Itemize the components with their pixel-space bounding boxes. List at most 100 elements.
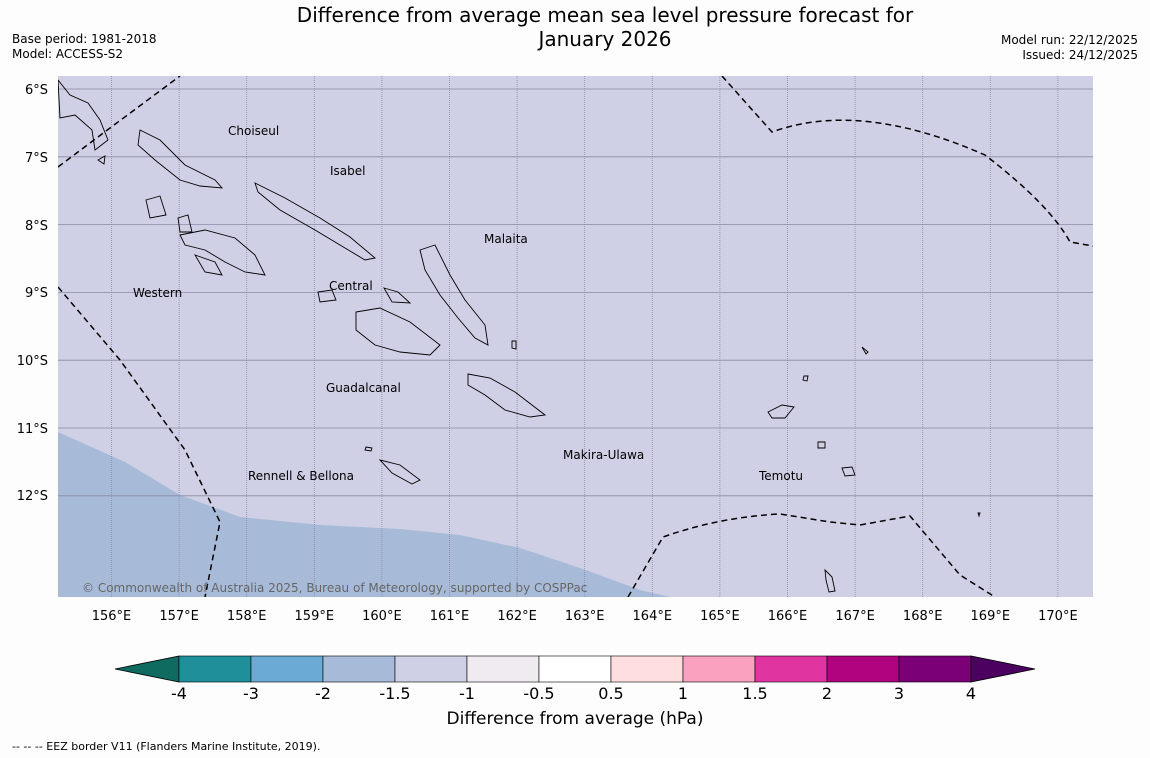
title-line-2: January 2026 (538, 27, 672, 51)
lon-label: 157°E (159, 609, 199, 624)
lat-label: 9°S (25, 286, 48, 301)
colorbar-segment (610, 655, 684, 683)
colorbar-extend-low (114, 655, 180, 683)
colorbar-tick-label: -1 (459, 684, 475, 703)
russell-islands-coast (383, 287, 412, 304)
duff-islands-coast (977, 512, 981, 518)
colorbar-segment (754, 655, 828, 683)
malaita-coast (419, 244, 489, 346)
shortland-coast (97, 155, 106, 165)
region-guadalcanal: Guadalcanal (326, 381, 401, 395)
lon-label: 162°E (497, 609, 537, 624)
region-western: Western (133, 286, 182, 300)
new-georgia-coast (179, 229, 266, 276)
lon-label: 169°E (971, 609, 1011, 624)
colorbar-segment (898, 655, 972, 683)
lat-label: 11°S (17, 422, 48, 437)
colorbar-tick-label: -3 (243, 684, 259, 703)
lat-label: 8°S (25, 219, 48, 234)
tikopia-coast (824, 568, 836, 593)
lon-label: 164°E (633, 609, 673, 624)
lat-label: 12°S (17, 489, 48, 504)
makira-coast (467, 373, 547, 418)
colorbar-tick-label: 4 (966, 684, 976, 703)
title-line-1: Difference from average mean sea level p… (296, 3, 914, 27)
colorbar: -4 -3 -2 -1.5 -1 -0.5 0.5 1 1.5 2 3 4 (114, 655, 1036, 703)
colorbar-segment (538, 655, 612, 683)
region-choiseul: Choiseul (228, 124, 279, 138)
ranongga-coast (177, 214, 193, 233)
sikaiana-coast (511, 340, 517, 350)
copyright-note: © Commonwealth of Australia 2025, Bureau… (82, 581, 587, 595)
vanikoro-coast (841, 466, 856, 477)
choiseul-coast (137, 129, 224, 189)
ontong-java-coast (861, 346, 869, 355)
colorbar-tick-label: 2 (822, 684, 832, 703)
region-temotu: Temotu (758, 469, 803, 483)
graticule (58, 76, 1093, 597)
base-period: Base period: 1981-2018 (12, 32, 157, 46)
region-isabel: Isabel (330, 164, 365, 178)
eez-legend-note: -- -- -- EEZ border V11 (Flanders Marine… (12, 740, 321, 753)
colorbar-segment (178, 655, 252, 683)
colorbar-tick-label: 1.5 (742, 684, 767, 703)
bougainville-coast (58, 79, 109, 151)
rendova-coast (193, 254, 223, 276)
lon-label: 167°E (835, 609, 875, 624)
lon-label: 159°E (295, 609, 335, 624)
colorbar-extend-high (970, 655, 1036, 683)
lat-label: 7°S (25, 151, 48, 166)
colorbar-tick-label: -1.5 (379, 684, 410, 703)
vella-lavella-coast (145, 195, 167, 219)
guadalcanal-coast (355, 307, 441, 356)
meta-left: Base period: 1981-2018 Model: ACCESS-S2 (12, 32, 157, 62)
lat-label: 10°S (17, 354, 48, 369)
bellona-coast (364, 446, 373, 452)
colorbar-tick-label: -0.5 (523, 684, 554, 703)
lat-label: 6°S (25, 83, 48, 98)
lon-label: 165°E (700, 609, 740, 624)
meta-right: Model run: 22/12/2025 Issued: 24/12/2025 (1001, 33, 1138, 63)
lon-label: 156°E (92, 609, 132, 624)
lon-label: 163°E (565, 609, 605, 624)
colorbar-tick-label: -4 (171, 684, 187, 703)
eez-border (58, 76, 1093, 597)
colorbar-title: Difference from average (hPa) (446, 709, 704, 729)
colorbar-segment (250, 655, 324, 683)
florida-islands-coast (317, 289, 337, 303)
lon-label: 166°E (768, 609, 808, 624)
colorbar-tick-label: 1 (678, 684, 688, 703)
lon-label: 158°E (227, 609, 267, 624)
colorbar-segment (322, 655, 396, 683)
lon-label: 168°E (903, 609, 943, 624)
region-rennell-bellona: Rennell & Bellona (248, 469, 354, 483)
model-name: Model: ACCESS-S2 (12, 47, 124, 61)
lon-label: 160°E (362, 609, 402, 624)
colorbar-tick-label: 3 (894, 684, 904, 703)
issued-date: Issued: 24/12/2025 (1022, 48, 1138, 62)
latitude-labels: 6°S 7°S 8°S 9°S 10°S 11°S 12°S (17, 83, 48, 504)
anomaly-field-minus-2 (58, 432, 670, 597)
rennell-coast (378, 459, 421, 485)
reef-islands-coast (802, 375, 809, 382)
region-makira-ulawa: Makira-Ulawa (563, 448, 644, 462)
colorbar-segment (826, 655, 900, 683)
anomaly-field-minus-1.5 (58, 76, 1093, 597)
colorbar-tick-label: -2 (315, 684, 331, 703)
longitude-labels: 156°E 157°E 158°E 159°E 160°E 161°E 162°E 163°E… (92, 609, 1078, 624)
coastlines (58, 79, 981, 593)
model-run: Model run: 22/12/2025 (1000, 33, 1138, 47)
colorbar-segment (682, 655, 756, 683)
isabel-coast (254, 182, 377, 261)
colorbar-segment (466, 655, 540, 683)
nendo-coast (767, 404, 795, 419)
map-title: Difference from average mean sea level p… (250, 3, 960, 51)
lon-label: 161°E (430, 609, 470, 624)
region-malaita: Malaita (484, 232, 528, 246)
lon-label: 170°E (1038, 609, 1078, 624)
region-central: Central (329, 279, 373, 293)
colorbar-tick-label: 0.5 (598, 684, 623, 703)
utupua-coast (817, 441, 826, 449)
colorbar-segment (394, 655, 468, 683)
